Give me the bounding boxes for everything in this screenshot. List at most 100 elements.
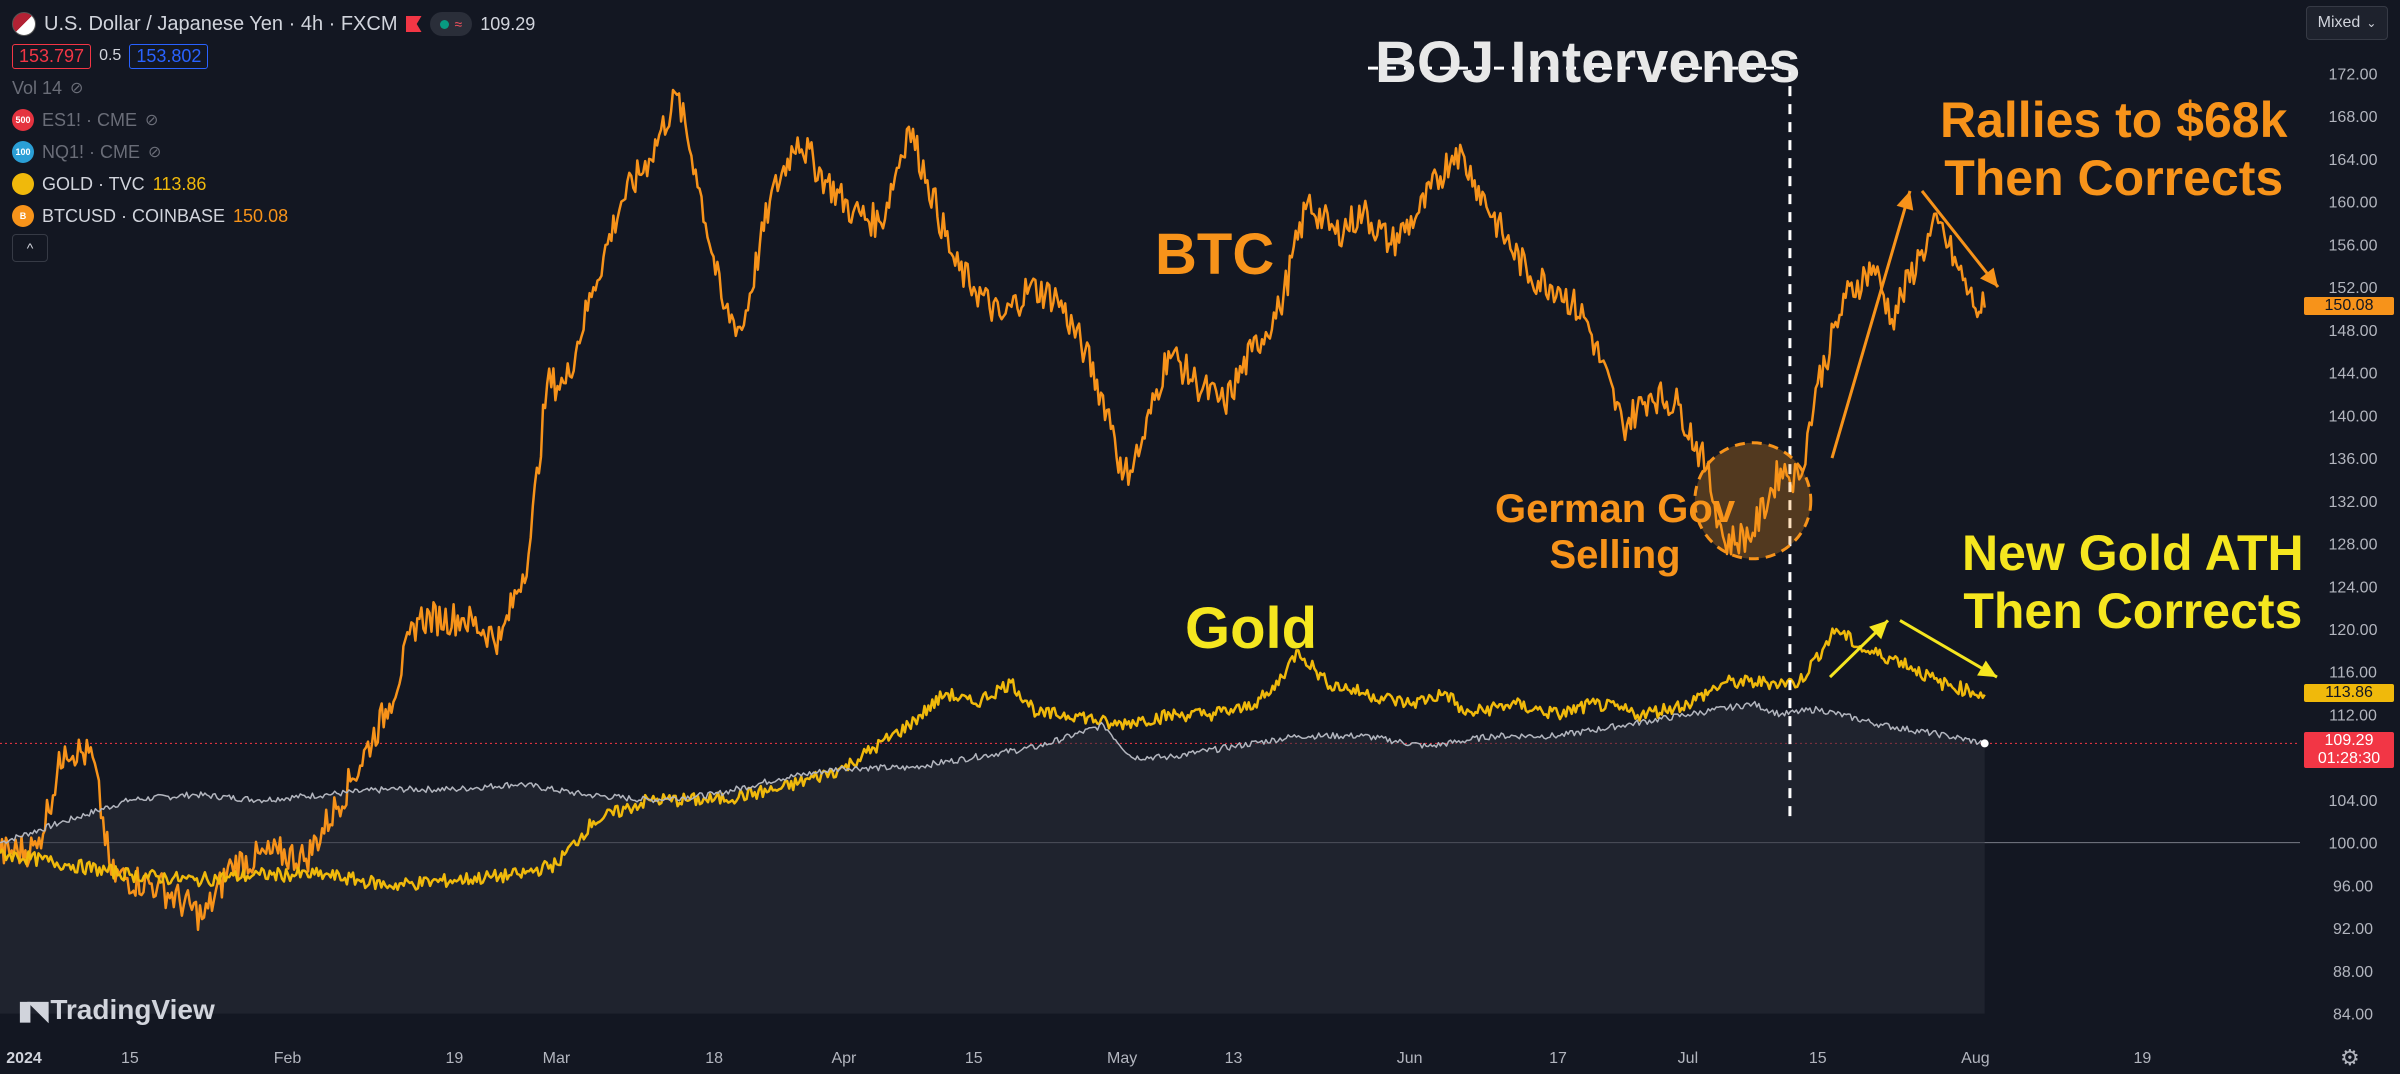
german-gov-annotation: German Gov Selling xyxy=(1495,486,1735,578)
tradingview-wordmark: TradingView xyxy=(50,994,215,1025)
tradingview-logo[interactable]: ▮◥ TradingView xyxy=(18,994,215,1026)
usdjpy-area xyxy=(0,701,1985,1014)
buy-price-button[interactable]: 153.802 xyxy=(129,43,209,69)
y-tick-label: 84.00 xyxy=(2333,1007,2373,1024)
volume-row: Vol 14 ⊘ xyxy=(12,72,535,104)
x-tick-label: 15 xyxy=(965,1050,983,1067)
legend-value: 113.86 xyxy=(152,173,207,194)
german-line-1: German Gov xyxy=(1495,487,1736,531)
scale-mode-select[interactable]: Mixed ⌄ xyxy=(2306,6,2388,40)
scale-mode-label: Mixed xyxy=(2317,14,2361,31)
x-tick-label: Aug xyxy=(1961,1050,1989,1067)
legend-label: NQ1! · CME xyxy=(42,141,141,162)
btc-rally-arrow xyxy=(1830,190,1912,459)
legend-item[interactable]: 500 ES1! · CME ⊘ xyxy=(12,104,535,136)
x-tick-label: Feb xyxy=(274,1050,302,1067)
last-price-text: 109.29 xyxy=(480,13,536,34)
x-tick-label: 15 xyxy=(121,1050,139,1067)
y-tick-label: 168.00 xyxy=(2329,109,2378,126)
legend-value: 150.08 xyxy=(233,205,289,226)
gear-icon[interactable]: ⚙ xyxy=(2340,1045,2360,1070)
legend-label: ES1! · CME xyxy=(42,109,138,130)
rally-annotation: Rallies to $68k Then Corrects xyxy=(1940,92,2287,207)
y-tick-label: 172.00 xyxy=(2329,66,2378,83)
y-tick-label: 164.00 xyxy=(2329,152,2378,169)
market-status-icon[interactable]: ≈ xyxy=(429,12,473,36)
symbol-logo-icon: B xyxy=(12,205,34,227)
gold-correct-arrow xyxy=(1899,619,1998,679)
bid-ask-row: 153.797 0.5 153.802 xyxy=(12,40,535,72)
usdjpy-price-value: 109.29 xyxy=(2324,732,2374,750)
gold-rally-arrow-head xyxy=(1869,620,1888,640)
chevron-down-icon: ⌄ xyxy=(2366,16,2377,30)
y-tick-label: 160.00 xyxy=(2329,195,2378,212)
y-tick-label: 156.00 xyxy=(2329,237,2378,254)
y-tick-label: 144.00 xyxy=(2329,366,2378,383)
gold-price-badge: 113.86 xyxy=(2304,683,2394,702)
gold-series-line xyxy=(0,627,1986,892)
collapse-legend-button[interactable]: ^ xyxy=(12,234,48,262)
y-tick-label: 128.00 xyxy=(2329,537,2378,554)
german-line-2: Selling xyxy=(1549,533,1681,577)
legend-item[interactable]: GOLD · TVC 113.86 xyxy=(12,168,535,200)
x-tick-label: Mar xyxy=(543,1050,571,1067)
german-selling-circle xyxy=(1693,441,1813,561)
usdjpy-series-line xyxy=(0,700,1986,844)
gold-ath-line-1: New Gold ATH xyxy=(1962,525,2304,581)
y-tick-label: 116.00 xyxy=(2329,665,2377,682)
bar-countdown: 01:28:30 xyxy=(2317,750,2381,768)
gold-annotation: Gold xyxy=(1185,596,1318,661)
x-tick-label: 17 xyxy=(1549,1050,1567,1067)
legend-label: GOLD · TVC xyxy=(42,173,145,194)
symbol-logo-icon: 100 xyxy=(12,141,34,163)
y-tick-label: 92.00 xyxy=(2333,921,2373,938)
legend-label: BTCUSD · COINBASE xyxy=(42,205,226,226)
rally-line-2: Then Corrects xyxy=(1944,149,2284,206)
x-tick-label: 19 xyxy=(446,1050,464,1067)
flag-marker-icon[interactable] xyxy=(405,16,422,32)
x-tick-label: Apr xyxy=(831,1050,857,1067)
eye-hidden-icon[interactable]: ⊘ xyxy=(148,144,162,161)
y-tick-label: 96.00 xyxy=(2333,878,2373,895)
y-tick-label: 100.00 xyxy=(2329,836,2378,853)
usdjpy-last-point xyxy=(1980,739,1989,748)
y-tick-label: 104.00 xyxy=(2329,793,2378,810)
rally-line-1: Rallies to $68k xyxy=(1940,92,2288,148)
sell-price-button[interactable]: 153.797 xyxy=(12,43,92,69)
x-tick-label: 19 xyxy=(2133,1050,2151,1067)
gold-correct-arrow-head xyxy=(1977,660,1997,678)
symbol-logo-icon: 500 xyxy=(12,109,34,131)
legend-item[interactable]: B BTCUSD · COINBASE 150.08 xyxy=(12,200,535,232)
x-tick-label: Jul xyxy=(1678,1050,1698,1067)
eye-hidden-icon[interactable]: ⊘ xyxy=(70,80,84,97)
legend-panel: U.S. Dollar / Japanese Yen · 4h · FXCM ≈… xyxy=(12,8,535,264)
btc-correct-arrow-head xyxy=(1980,267,1998,288)
x-tick-label: May xyxy=(1107,1050,1137,1067)
x-tick-label: 15 xyxy=(1809,1050,1827,1067)
gold-ath-annotation: New Gold ATH Then Corrects xyxy=(1962,525,2304,640)
boj-annotation: BOJ Intervenes xyxy=(1375,30,1801,95)
y-tick-label: 132.00 xyxy=(2329,494,2378,511)
y-tick-label: 152.00 xyxy=(2329,280,2378,297)
x-tick-label: 18 xyxy=(705,1050,723,1067)
legend-item[interactable]: 100 NQ1! · CME ⊘ xyxy=(12,136,535,168)
btc-series-line xyxy=(0,88,1986,932)
x-tick-label: 13 xyxy=(1225,1050,1243,1067)
y-tick-label: 136.00 xyxy=(2329,451,2378,468)
usdjpy-price-badge: 109.29 01:28:30 xyxy=(2304,732,2394,769)
btc-rally-arrow-head xyxy=(1896,190,1914,211)
symbol-title[interactable]: U.S. Dollar / Japanese Yen · 4h · FXCM xyxy=(44,12,398,35)
spread-value: 0.5 xyxy=(99,47,122,64)
eye-hidden-icon[interactable]: ⊘ xyxy=(145,112,159,129)
gold-ath-line-2: Then Corrects xyxy=(1963,582,2303,639)
btc-correct-arrow xyxy=(1920,190,2000,289)
symbol-logo-icon xyxy=(12,173,34,195)
us-japan-flag-icon xyxy=(12,12,36,36)
x-tick-label: Jun xyxy=(1397,1050,1423,1067)
volume-label[interactable]: Vol 14 xyxy=(12,77,63,98)
y-tick-label: 112.00 xyxy=(2329,707,2377,724)
btc-annotation: BTC xyxy=(1155,222,1275,287)
x-tick-label: 2024 xyxy=(6,1050,42,1067)
btc-price-badge: 150.08 xyxy=(2304,296,2394,315)
tv-logo-icon: ▮◥ xyxy=(18,994,48,1025)
